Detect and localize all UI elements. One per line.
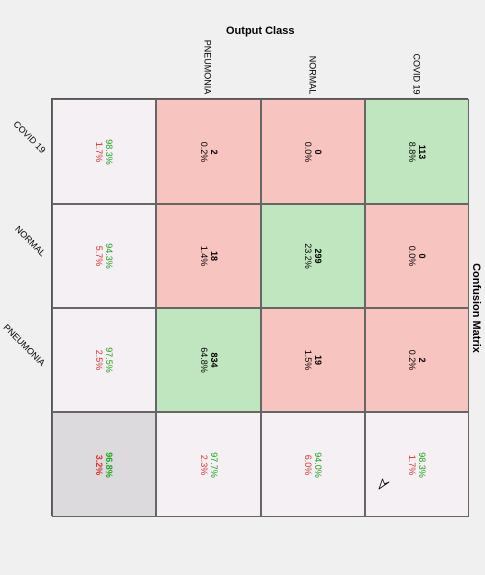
class-summary-cell: 97.5% 2.5% [52, 308, 156, 412]
output-summary-cell: 97.7% 2.3% [156, 412, 261, 517]
confusion-matrix-grid: 113 8.8% 0 0.0% 2 0.2% 0 0.0% 299 23.2% 18 1.4% 2 0.2… [51, 98, 469, 517]
overall-correct-percent: 96.8% [104, 451, 114, 478]
cell-percent: 0.2% [407, 349, 417, 371]
output-summary-cell: 94.0% 6.0% [261, 412, 365, 517]
cell-count: 0 [313, 148, 323, 155]
cell-percent: 0.0% [303, 141, 313, 162]
summary-error-percent: 2.5% [94, 349, 104, 371]
summary-correct-percent: 94.0% [313, 451, 323, 478]
overall-accuracy-cell: 96.8% 3.2% [52, 412, 156, 517]
cell-count: 834 [208, 352, 219, 368]
cell-count: 299 [313, 248, 323, 264]
summary-correct-percent: 98.3% [104, 138, 114, 165]
chart-title: Confusion Matrix [470, 263, 482, 353]
output-class-label: Output Class [226, 25, 295, 37]
matrix-cell: 113 8.8% [365, 99, 469, 204]
matrix-cell: 0 0.0% [261, 99, 365, 204]
cell-percent: 8.8% [407, 141, 417, 162]
cell-count: 19 [313, 354, 323, 366]
cell-percent: 1.4% [198, 245, 209, 267]
cell-count: 0 [417, 253, 427, 259]
summary-correct-percent: 97.7% [208, 451, 219, 478]
matrix-cell: 2 0.2% [365, 308, 469, 412]
cell-count: 113 [417, 144, 427, 159]
column-label: COVID 19 [411, 52, 422, 95]
row-label: NORMAL [12, 223, 48, 259]
summary-error-percent: 1.7% [94, 141, 104, 162]
matrix-cell: 19 1.5% [261, 308, 365, 412]
matrix-cell: 0 0.0% [365, 204, 469, 308]
cell-percent: 64.8% [198, 347, 209, 373]
matrix-cell: 2 0.2% [156, 99, 261, 204]
overall-error-percent: 3.2% [94, 454, 104, 475]
row-label: COVID 19 [11, 118, 48, 155]
class-summary-cell: 98.3% 1.7% [52, 99, 156, 204]
matrix-cell: 299 23.2% [261, 204, 365, 308]
summary-correct-percent: 98.3% [417, 451, 427, 478]
cell-percent: 0.0% [407, 245, 417, 267]
matrix-cell: 18 1.4% [156, 204, 261, 308]
summary-error-percent: 6.0% [303, 454, 313, 475]
mouse-cursor-icon [378, 478, 390, 490]
column-label: NORMAL [306, 55, 317, 94]
cell-percent: 1.5% [303, 349, 313, 371]
cell-count: 2 [417, 357, 427, 363]
summary-correct-percent: 97.5% [104, 347, 114, 373]
cell-percent: 0.2% [198, 141, 209, 162]
summary-error-percent: 1.7% [407, 454, 417, 475]
summary-error-percent: 5.7% [94, 245, 104, 267]
matrix-cell: 834 64.8% [156, 308, 261, 412]
cell-count: 18 [208, 250, 219, 262]
column-label: PNEUMONIA [202, 39, 213, 94]
output-summary-cell: 98.3% 1.7% [365, 412, 469, 517]
cell-count: 2 [208, 148, 219, 155]
summary-error-percent: 2.3% [198, 454, 209, 475]
summary-correct-percent: 94.3% [104, 243, 114, 269]
row-label: PNEUMONIA [1, 322, 48, 368]
class-summary-cell: 94.3% 5.7% [52, 204, 156, 308]
cell-percent: 23.2% [303, 243, 313, 269]
